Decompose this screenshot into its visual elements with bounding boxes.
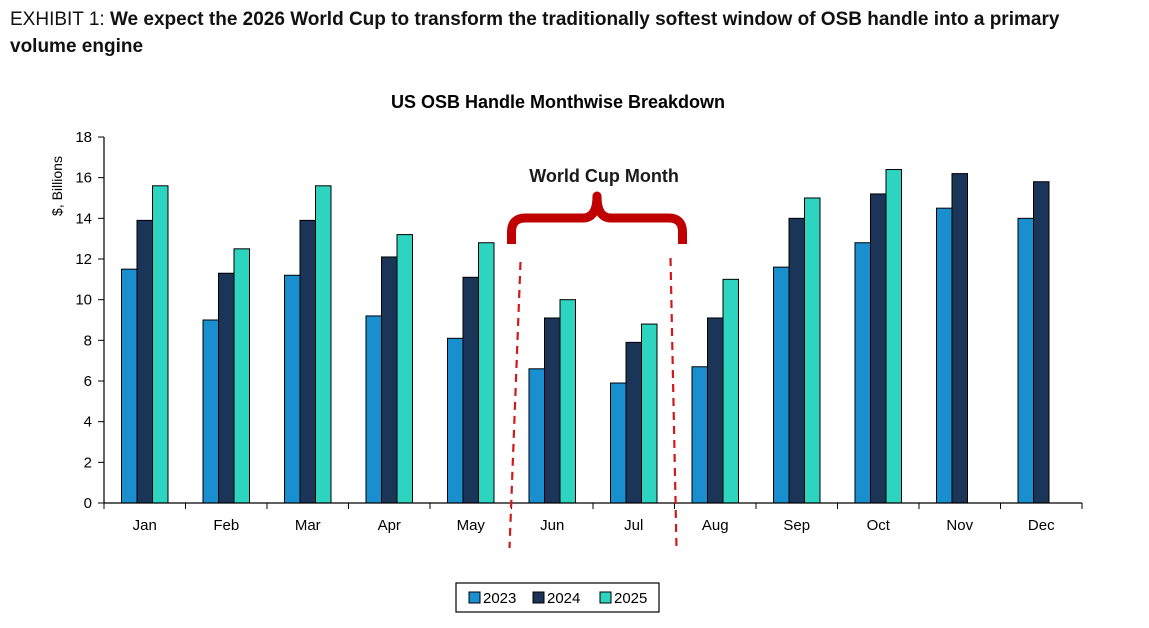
bar-2024-apr (381, 256, 398, 504)
y-tick-label-14: 14 (75, 210, 92, 227)
world-cup-brace (507, 191, 687, 244)
bar-2025-jun (559, 299, 576, 504)
exhibit-header: EXHIBIT 1: We expect the 2026 World Cup … (10, 6, 1130, 60)
legend-swatch-2024 (532, 591, 545, 604)
world-cup-start-dashed-line (508, 261, 522, 549)
legend-swatch-2025 (599, 591, 612, 604)
bar-2025-sep (804, 197, 821, 504)
bar-2024-jan (136, 219, 153, 504)
exhibit-label: EXHIBIT 1 (10, 9, 100, 30)
y-tick-label-18: 18 (75, 129, 92, 146)
plot-area: 0 2 4 6 8 10 12 14 16 18 Jan Feb Mar Apr May Jun Jul Aug S… (75, 129, 1083, 613)
y-tick-label-10: 10 (75, 292, 92, 309)
bar-2025-apr (396, 234, 413, 504)
legend-label-2025: 2025 (614, 590, 647, 607)
bar-2025-may (478, 242, 495, 504)
bar-2025-jul (641, 323, 658, 504)
bar-2024-may (462, 276, 479, 504)
bar-2023-jun (528, 368, 545, 504)
legend-swatch-2023 (468, 591, 481, 604)
bar-2023-mar (284, 274, 301, 504)
exhibit-separator: : (99, 9, 110, 30)
legend-label-2023: 2023 (483, 590, 516, 607)
y-axis-label: $, Billions (49, 156, 65, 216)
legend-label-2024: 2024 (547, 590, 580, 607)
bar-2025-aug (722, 278, 739, 504)
bar-2023-may (447, 337, 464, 504)
x-tick-label-mar: Mar (295, 517, 321, 534)
bar-2024-feb (218, 272, 235, 504)
y-tick-label-8: 8 (84, 332, 92, 349)
y-tick-label-6: 6 (84, 373, 92, 390)
bar-2023-apr (365, 315, 382, 504)
exhibit-title: We expect the 2026 World Cup to transfor… (10, 9, 1060, 57)
y-tick-label-4: 4 (84, 414, 92, 431)
x-tick-label-jan: Jan (133, 517, 157, 534)
x-tick-label-aug: Aug (702, 517, 729, 534)
bar-2023-dec (1017, 217, 1034, 504)
x-tick-label-sep: Sep (783, 517, 810, 534)
annotation-text: World Cup Month (529, 166, 679, 186)
bar-2023-nov (936, 207, 953, 504)
x-tick-label-dec: Dec (1028, 517, 1055, 534)
bar-2023-aug (691, 366, 708, 504)
bar-2023-feb (202, 319, 219, 504)
bar-2023-jan (121, 268, 138, 504)
bar-2023-sep (773, 266, 790, 504)
bar-2024-oct (870, 193, 887, 504)
y-tick-label-2: 2 (84, 454, 92, 471)
bar-2024-dec (1033, 181, 1050, 504)
x-tick-label-feb: Feb (213, 517, 239, 534)
bar-2024-mar (299, 219, 316, 504)
bar-2025-oct (885, 169, 902, 504)
x-tick-label-nov: Nov (946, 517, 973, 534)
bar-2024-jul (625, 341, 642, 504)
bar-2024-jun (544, 317, 561, 504)
x-tick-label-jun: Jun (540, 517, 564, 534)
bar-2025-feb (233, 248, 250, 504)
bar-2024-aug (707, 317, 724, 504)
x-tick-label-may: May (457, 517, 486, 534)
legend-box (455, 582, 660, 613)
bar-2024-sep (788, 217, 805, 504)
world-cup-end-dashed-line (669, 257, 678, 549)
bar-2024-nov (951, 173, 968, 504)
x-tick-label-apr: Apr (378, 517, 401, 534)
y-tick-label-12: 12 (75, 251, 92, 268)
y-tick-label-0: 0 (84, 495, 92, 512)
bar-2025-jan (152, 185, 169, 504)
x-tick-label-jul: Jul (624, 517, 643, 534)
y-tick-label-16: 16 (75, 170, 92, 187)
chart-title: US OSB Handle Monthwise Breakdown (391, 92, 725, 112)
bar-2025-mar (315, 185, 332, 504)
bar-2023-jul (610, 382, 627, 504)
bar-2023-oct (854, 242, 871, 504)
x-tick-label-oct: Oct (867, 517, 891, 534)
